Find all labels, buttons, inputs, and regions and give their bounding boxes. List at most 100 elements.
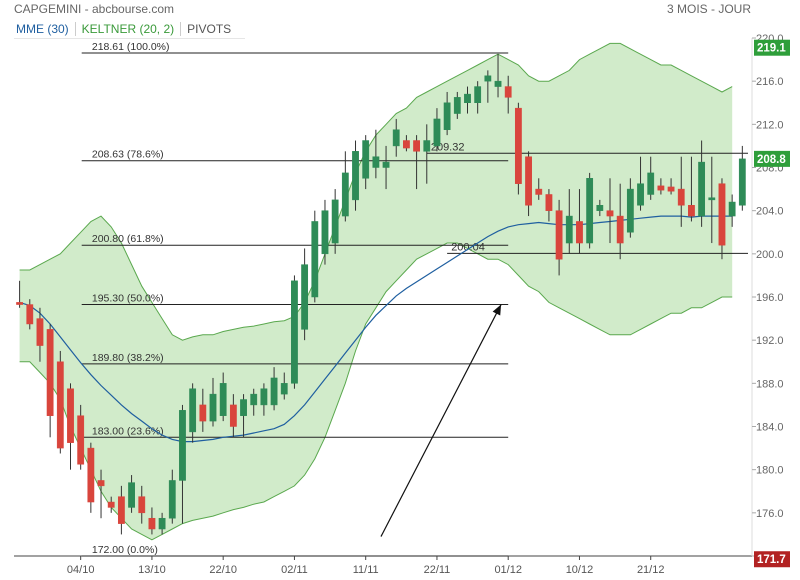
candle-body: [626, 188, 634, 233]
x-tick-label: 04/10: [67, 564, 95, 576]
trend-arrow-head: [492, 304, 502, 316]
y-tick-label: 176.0: [756, 508, 784, 520]
candle-body: [464, 93, 471, 104]
candle-body: [209, 393, 217, 422]
fib-label: 172.00 (0.0%): [92, 544, 158, 556]
candle-body: [67, 388, 74, 443]
candle-body: [36, 318, 44, 346]
x-tick-label: 10/12: [566, 564, 594, 576]
candle-body: [331, 199, 339, 244]
x-tick-label: 13/10: [138, 564, 166, 576]
candle-body: [667, 186, 675, 192]
candle-body: [403, 140, 410, 149]
candle-body: [260, 388, 268, 406]
candle-body: [77, 415, 85, 465]
candle-body: [555, 210, 563, 260]
fib-label: 189.80 (38.2%): [92, 352, 164, 364]
x-tick-label: 22/11: [424, 564, 451, 576]
candle-body: [240, 399, 247, 416]
candle-body: [474, 86, 482, 103]
candle-body: [413, 140, 420, 152]
candle-body: [158, 517, 166, 530]
candle-body: [382, 161, 390, 168]
indicator-legend: MME (30) KELTNER (20, 2) PIVOTS: [14, 20, 246, 39]
candle-body: [545, 194, 553, 211]
candle-body: [46, 329, 54, 416]
candle-body: [698, 161, 706, 217]
candle-body: [291, 280, 298, 384]
y-tick-label: 216.0: [756, 76, 784, 88]
trend-arrow-line: [380, 304, 502, 537]
candle-body: [494, 80, 502, 87]
last-price-tag-bg: [754, 150, 790, 167]
period-label[interactable]: 3 MOIS - JOUR: [666, 2, 751, 16]
candle-body: [596, 205, 604, 211]
candle-body: [321, 210, 329, 255]
candle-body: [280, 383, 288, 395]
keltner-band-fill: [19, 43, 733, 540]
x-tick-label: 21/12: [637, 564, 665, 576]
candle-body: [250, 393, 258, 406]
candle-body: [179, 410, 186, 481]
candle-body: [576, 221, 583, 244]
y-tick-label: 180.0: [756, 465, 784, 477]
candle-body: [87, 447, 95, 503]
y-tick-label: 204.0: [756, 206, 784, 218]
candle-body: [148, 517, 156, 530]
chart-title: CAPGEMINI - abcbourse.com: [14, 2, 175, 16]
legend-separator: [180, 22, 182, 36]
candle-body: [504, 86, 512, 98]
candle-body: [728, 201, 736, 217]
candle-body: [565, 215, 573, 244]
pivot-label: 200.04: [451, 241, 485, 253]
candle-body: [535, 188, 543, 195]
candle-body: [117, 496, 125, 524]
candle-body: [128, 482, 135, 508]
candle-body: [453, 97, 461, 114]
y-tick-label: 188.0: [756, 378, 784, 390]
candle-body: [341, 172, 349, 217]
candle-body: [433, 118, 441, 147]
y-axis: 172.0176.0180.0184.0188.0192.0196.0200.0…: [752, 33, 784, 563]
keltner-lower-line: [19, 242, 733, 541]
candle-body: [423, 140, 431, 152]
fib-label: 218.61 (100.0%): [92, 41, 170, 53]
legend-mme[interactable]: MME (30): [16, 22, 69, 36]
candle-body: [26, 304, 34, 325]
candle-body: [637, 183, 644, 206]
x-tick-label: 22/10: [209, 564, 237, 576]
price-tags: 219.1 208.8 171.7: [754, 39, 790, 568]
candle-body: [229, 404, 237, 427]
y-tick-label: 200.0: [756, 249, 784, 261]
trend-arrow: [380, 304, 502, 537]
y-tick-label: 196.0: [756, 292, 784, 304]
candle-body: [107, 501, 115, 508]
candle-body: [647, 172, 655, 195]
candle-body: [199, 404, 207, 422]
legend-pivots[interactable]: PIVOTS: [187, 22, 232, 36]
y-tick-label: 192.0: [756, 335, 784, 347]
legend-keltner[interactable]: KELTNER (20, 2): [81, 22, 175, 36]
candle-body: [372, 156, 380, 168]
candle-body: [189, 388, 197, 433]
candle-body: [97, 480, 105, 487]
candle-body: [718, 183, 726, 246]
candle-body: [392, 129, 400, 147]
y-tick-label: 212.0: [756, 119, 784, 131]
candle-body: [352, 151, 359, 201]
x-tick-label: 02/11: [281, 564, 308, 576]
candle-body: [219, 383, 227, 416]
candle-body: [311, 221, 319, 298]
candle-body: [301, 264, 309, 330]
candle-body: [525, 156, 532, 206]
candle-body: [657, 185, 665, 191]
candle-body: [688, 205, 695, 217]
mme-path: [19, 215, 733, 443]
candle-body: [270, 377, 278, 406]
candle-body: [738, 158, 746, 206]
candle-body: [138, 496, 146, 514]
candle-body: [443, 102, 451, 130]
x-axis: 04/10 13/10 22/10 02/11 11/11 22/11 01/12 10/12…: [67, 556, 665, 576]
candles: [16, 54, 746, 535]
